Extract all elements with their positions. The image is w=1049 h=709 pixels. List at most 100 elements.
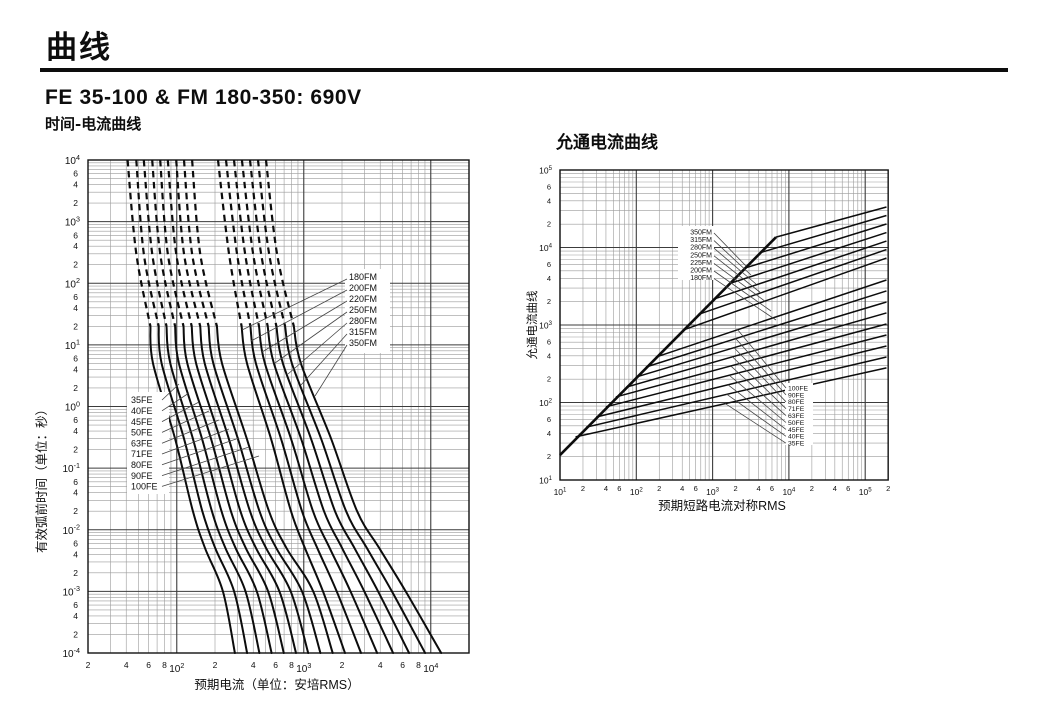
curve-90FE-dashed	[182, 159, 210, 327]
curve-label-leader	[161, 428, 230, 455]
curve-45FE-dashed	[142, 159, 168, 327]
curve-200FM	[698, 248, 887, 316]
curve-label-63FE: 63FE	[131, 438, 153, 448]
curve-label-50FE: 50FE	[131, 428, 153, 438]
curve-315FM-dashed	[256, 159, 287, 327]
curve-label-225FM: 225FM	[690, 260, 712, 267]
tick-label: 4	[124, 660, 129, 670]
tick-label: 2	[73, 383, 78, 393]
curve-100FE	[655, 279, 887, 358]
decade-tick-label: 103	[539, 320, 552, 331]
x-axis-title: 预期电流（单位：安培RMS）	[194, 677, 359, 692]
curve-label-315FM: 315FM	[349, 327, 377, 337]
curve-label-leader	[300, 333, 348, 386]
tick-label: 4	[73, 611, 78, 621]
curve-350FM	[775, 206, 887, 238]
tick-label: 6	[770, 484, 774, 493]
x-axis-title: 预期短路电流对称RMS	[658, 498, 786, 513]
decade-tick-label: 102	[630, 486, 643, 497]
tick-label: 6	[73, 292, 78, 302]
curve-label-leader	[713, 240, 752, 276]
tick-label: 2	[547, 375, 551, 384]
curve-45FE	[596, 345, 887, 418]
curve-label-35FE: 35FE	[788, 441, 805, 448]
tick-label: 6	[73, 354, 78, 364]
curve-40FE-dashed	[135, 159, 160, 327]
tick-label: 6	[547, 183, 551, 192]
tick-label: 2	[73, 198, 78, 208]
tick-label: 2	[340, 660, 345, 670]
curve-label-leader	[261, 300, 348, 353]
curve-label-leader	[713, 278, 777, 321]
page-title: 曲线	[46, 30, 112, 66]
curve-label-40FE: 40FE	[788, 434, 805, 441]
curve-label-leader	[161, 437, 240, 466]
curve-label-leader	[713, 247, 757, 285]
curve-label-leader	[250, 289, 348, 342]
decade-tick-label: 105	[859, 486, 872, 497]
curve-label-250FM: 250FM	[349, 305, 377, 315]
curve-label-180FM: 180FM	[349, 272, 377, 282]
curve-label-220FM: 220FM	[349, 294, 377, 304]
curve-90FE	[207, 325, 322, 654]
curve-label-leader	[161, 419, 220, 444]
curve-250FM	[729, 231, 887, 285]
section-heading: FE 35-100 & FM 180-350: 690V	[45, 86, 362, 109]
tick-label: 4	[547, 196, 551, 205]
decade-tick-label: 102	[539, 397, 552, 408]
tick-label: 4	[73, 488, 78, 498]
tick-label: 6	[846, 484, 850, 493]
decade-tick-label: 101	[539, 475, 552, 486]
curve-71FE	[626, 312, 887, 388]
decade-tick-label: 104	[539, 242, 552, 253]
curve-label-leader	[729, 375, 787, 423]
peak-vs-prospective-asymptote	[559, 236, 777, 456]
curve-71FE-dashed	[166, 159, 193, 327]
curve-280FM-dashed	[248, 159, 278, 327]
curve-label-leader	[161, 410, 210, 433]
title-rule	[40, 68, 1008, 72]
tick-label: 2	[810, 484, 814, 493]
curve-280FM	[744, 223, 887, 269]
curve-label-leader	[161, 401, 200, 422]
tick-label: 6	[547, 260, 551, 269]
decade-tick-label: 10-1	[62, 461, 80, 475]
tick-label: 2	[73, 260, 78, 270]
tick-label: 2	[581, 484, 585, 493]
curve-label-leader	[287, 322, 348, 375]
decade-tick-label: 10-2	[62, 523, 80, 537]
plot-frame	[559, 169, 889, 481]
decade-tick-label: 104	[423, 661, 438, 675]
curve-50FE	[605, 334, 887, 408]
curve-label-45FE: 45FE	[788, 427, 805, 434]
curve-label-leader	[161, 455, 260, 487]
tick-label: 2	[657, 484, 661, 493]
decade-tick-label: 105	[539, 165, 552, 176]
curve-label-280FM: 280FM	[690, 245, 712, 252]
curve-315FM	[284, 325, 427, 654]
tick-label: 4	[73, 426, 78, 436]
tick-label: 4	[378, 660, 383, 670]
tick-label: 4	[604, 484, 608, 493]
curve-label-350FM: 350FM	[349, 338, 377, 348]
curve-200FM	[249, 325, 362, 654]
tick-label: 4	[251, 660, 256, 670]
curve-200FM-dashed	[224, 159, 252, 327]
curve-label-200FM: 200FM	[690, 267, 712, 274]
curve-250FM	[266, 325, 395, 654]
curve-label-250FM: 250FM	[690, 252, 712, 259]
curve-label-35FE: 35FE	[131, 395, 153, 405]
curve-180FM-dashed	[216, 159, 243, 327]
tick-label: 6	[73, 169, 78, 179]
decade-tick-label: 10-4	[62, 646, 80, 660]
tick-label: 2	[73, 445, 78, 455]
tick-label: 2	[547, 452, 551, 461]
curve-label-leader	[724, 403, 787, 444]
curve-63FE-dashed	[159, 159, 185, 327]
tick-label: 4	[756, 484, 760, 493]
tick-label: 8	[289, 660, 294, 670]
